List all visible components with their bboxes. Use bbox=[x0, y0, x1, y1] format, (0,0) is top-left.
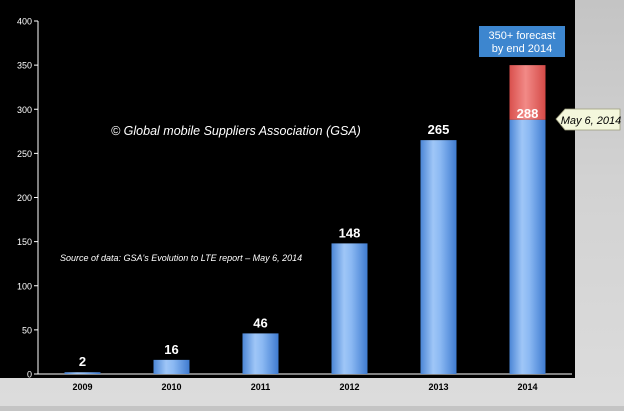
y-tick-label: 400 bbox=[17, 17, 32, 27]
forecast-bar-segment bbox=[509, 65, 546, 120]
bar bbox=[153, 359, 190, 374]
x-tick-label: 2011 bbox=[251, 382, 271, 392]
date-callout-shape bbox=[555, 108, 621, 131]
bar-value-label: 46 bbox=[253, 315, 267, 330]
forecast-label-line-1: 350+ forecast bbox=[489, 30, 556, 42]
y-tick-label: 100 bbox=[17, 281, 32, 291]
forecast-label-line-2: by end 2014 bbox=[492, 43, 553, 55]
bar bbox=[64, 372, 101, 374]
x-tick-label: 2009 bbox=[72, 382, 92, 392]
bar-value-label: 265 bbox=[428, 122, 450, 137]
forecast-box: 350+ forecast by end 2014 bbox=[479, 26, 565, 57]
bar bbox=[331, 243, 368, 374]
x-tick-label: 2014 bbox=[517, 382, 537, 392]
forecast-box-bg bbox=[479, 26, 565, 57]
bar-value-label: 2 bbox=[79, 354, 86, 369]
y-tick-label: 50 bbox=[22, 325, 32, 335]
x-tick-label: 2013 bbox=[428, 382, 448, 392]
y-tick-label: 150 bbox=[17, 237, 32, 247]
x-axis: 2009 2010 2011 2012 2013 2014 bbox=[38, 373, 572, 392]
bar-value-label: 288 bbox=[517, 106, 539, 121]
date-callout-text: May 6, 2014 bbox=[561, 115, 622, 127]
x-tick-label: 2010 bbox=[161, 382, 181, 392]
bar bbox=[420, 140, 457, 374]
y-tick-label: 200 bbox=[17, 193, 32, 203]
bar bbox=[242, 333, 279, 374]
y-tick-label: 350 bbox=[17, 61, 32, 71]
copyright-annotation: © Global mobile Suppliers Association (G… bbox=[111, 124, 361, 138]
y-tick-label: 300 bbox=[17, 105, 32, 115]
y-axis: 0 50 100 150 200 250 300 350 400 bbox=[17, 17, 39, 380]
value-labels: 2 16 46 148 265 288 bbox=[79, 106, 538, 369]
date-callout: May 6, 2014 bbox=[555, 108, 622, 131]
y-tick-label: 250 bbox=[17, 149, 32, 159]
bar-series bbox=[64, 65, 546, 374]
bar bbox=[509, 119, 546, 374]
bar-value-label: 148 bbox=[339, 225, 361, 240]
source-annotation: Source of data: GSA's Evolution to LTE r… bbox=[60, 253, 302, 263]
x-tick-label: 2012 bbox=[339, 382, 359, 392]
bar-value-label: 16 bbox=[164, 342, 178, 357]
y-tick-label: 0 bbox=[27, 370, 32, 380]
plot-background bbox=[0, 0, 575, 378]
